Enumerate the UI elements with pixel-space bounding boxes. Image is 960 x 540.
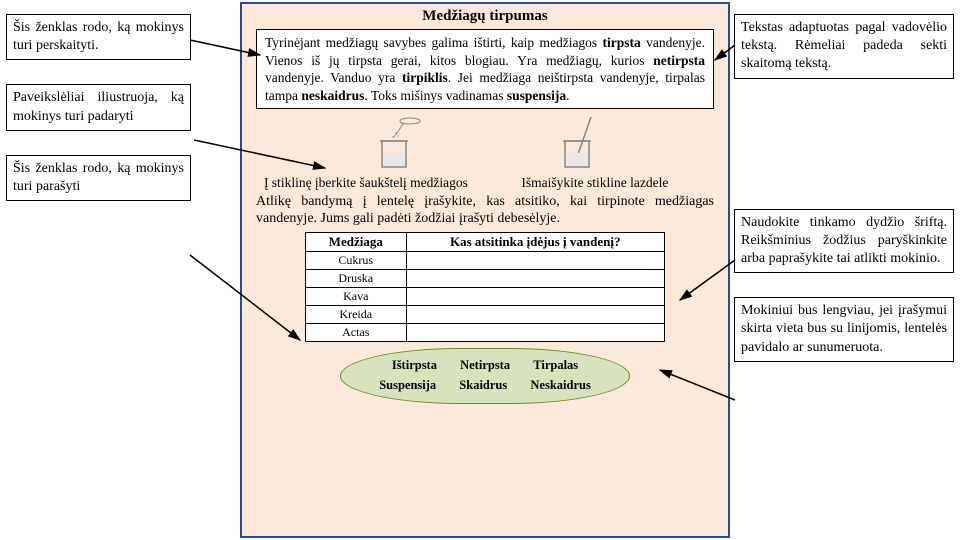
intro-b5: suspensija	[507, 88, 566, 103]
cloud-word: Skaidrus	[459, 378, 507, 392]
cloud-word: Tirpalas	[533, 358, 578, 372]
table-row: Kreida	[306, 305, 665, 323]
instructions-text: Atlikę bandymą į lentelę įrašykite, kas …	[256, 193, 714, 228]
note-adapted: Tekstas adaptuotas pagal vadovėlio tekst…	[734, 14, 954, 79]
note-write: Šis ženklas rodo, ką mokinys turi parašy…	[6, 155, 191, 201]
cloud-word: Neskaidrus	[530, 378, 590, 392]
cell-material: Actas	[306, 323, 407, 341]
note-read: Šis ženklas rodo, ką mokinys turi perska…	[6, 14, 191, 60]
worksheet-title: Medžiagų tirpumas	[242, 4, 728, 27]
table-header-row: Medžiaga Kas atsitinka įdėjus į vandenį?	[306, 232, 665, 251]
intro-p5: . Toks mišinys vadinamas	[364, 88, 506, 103]
caption-pour: Į stiklinę įberkite šaukštelį medžiagos	[256, 175, 476, 191]
materials-table: Medžiaga Kas atsitinka įdėjus į vandenį?…	[305, 232, 665, 342]
note-font: Naudokite tinkamo dydžio šriftą. Reikšmi…	[734, 209, 954, 274]
table-row: Kava	[306, 287, 665, 305]
caption-stir: Išmaišykite stikline lazdele	[476, 175, 714, 191]
intro-b3: tirpiklis	[402, 70, 448, 85]
word-cloud: Ištirpsta Netirpsta Tirpalas Suspensija …	[340, 348, 630, 404]
intro-text-box: Tyrinėjant medžiagų savybes galima ištir…	[256, 29, 714, 109]
cell-material: Kava	[306, 287, 407, 305]
intro-p3: vandenyje. Vanduo yra	[265, 70, 402, 85]
intro-p6: .	[566, 88, 569, 103]
cell-material: Druska	[306, 269, 407, 287]
cell-result[interactable]	[406, 323, 664, 341]
table-row: Druska	[306, 269, 665, 287]
left-notes-column: Šis ženklas rodo, ką mokinys turi perska…	[6, 14, 191, 225]
table-row: Cukrus	[306, 251, 665, 269]
note-lines: Mokiniui bus lengviau, jei įrašymui skir…	[734, 297, 954, 362]
right-notes-column: Tekstas adaptuotas pagal vadovėlio tekst…	[734, 14, 954, 386]
beaker-captions: Į stiklinę įberkite šaukštelį medžiagos …	[256, 175, 714, 191]
beaker-stir-icon	[547, 113, 607, 173]
beaker-pour-icon	[364, 113, 424, 173]
intro-p1: Tyrinėjant medžiagų savybes galima ištir…	[265, 35, 603, 50]
intro-b1: tirpsta	[603, 35, 641, 50]
col-material: Medžiaga	[306, 232, 407, 251]
intro-b4: neskaidrus	[301, 88, 364, 103]
worksheet-panel: Medžiagų tirpumas Tyrinėjant medžiagų sa…	[240, 2, 730, 538]
cell-result[interactable]	[406, 251, 664, 269]
note-illustrate: Paveikslėliai iliustruoja, ką mokinys tu…	[6, 84, 191, 130]
cell-result[interactable]	[406, 269, 664, 287]
beaker-illustrations	[302, 113, 668, 173]
cell-material: Cukrus	[306, 251, 407, 269]
table-row: Actas	[306, 323, 665, 341]
word-cloud-wrap: Ištirpsta Netirpsta Tirpalas Suspensija …	[242, 348, 728, 404]
cloud-word: Ištirpsta	[392, 358, 437, 372]
cell-material: Kreida	[306, 305, 407, 323]
cloud-word: Netirpsta	[460, 358, 510, 372]
cloud-word: Suspensija	[379, 378, 436, 392]
intro-b2: netirpsta	[653, 53, 705, 68]
col-result: Kas atsitinka įdėjus į vandenį?	[406, 232, 664, 251]
cell-result[interactable]	[406, 287, 664, 305]
cell-result[interactable]	[406, 305, 664, 323]
